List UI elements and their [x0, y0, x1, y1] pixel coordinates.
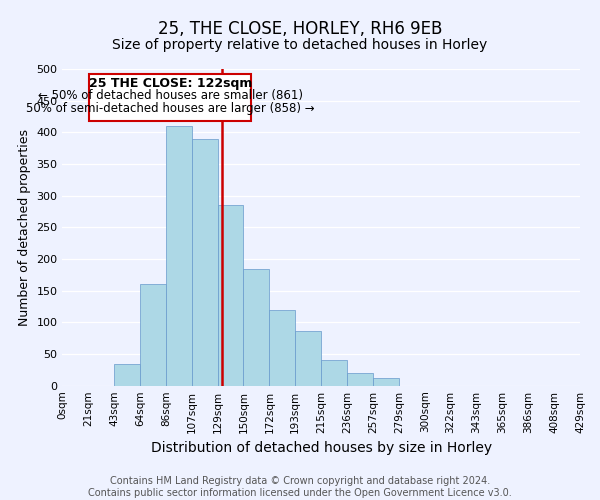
Text: 25, THE CLOSE, HORLEY, RH6 9EB: 25, THE CLOSE, HORLEY, RH6 9EB	[158, 20, 442, 38]
Bar	[244, 268, 269, 386]
Text: Contains HM Land Registry data © Crown copyright and database right 2024.
Contai: Contains HM Land Registry data © Crown c…	[88, 476, 512, 498]
Text: Size of property relative to detached houses in Horley: Size of property relative to detached ho…	[112, 38, 488, 52]
Bar	[166, 126, 191, 386]
Bar	[295, 330, 321, 386]
Bar	[321, 360, 347, 386]
Bar	[114, 364, 140, 386]
Y-axis label: Number of detached properties: Number of detached properties	[18, 129, 31, 326]
Bar	[347, 373, 373, 386]
Bar	[373, 378, 399, 386]
Text: 25 THE CLOSE: 122sqm: 25 THE CLOSE: 122sqm	[89, 77, 252, 90]
Text: 50% of semi-detached houses are larger (858) →: 50% of semi-detached houses are larger (…	[26, 102, 314, 116]
FancyBboxPatch shape	[89, 74, 251, 121]
X-axis label: Distribution of detached houses by size in Horley: Distribution of detached houses by size …	[151, 441, 491, 455]
Text: ← 50% of detached houses are smaller (861): ← 50% of detached houses are smaller (86…	[38, 89, 303, 102]
Bar	[218, 205, 244, 386]
Bar	[269, 310, 295, 386]
Bar	[191, 138, 218, 386]
Bar	[140, 284, 166, 386]
